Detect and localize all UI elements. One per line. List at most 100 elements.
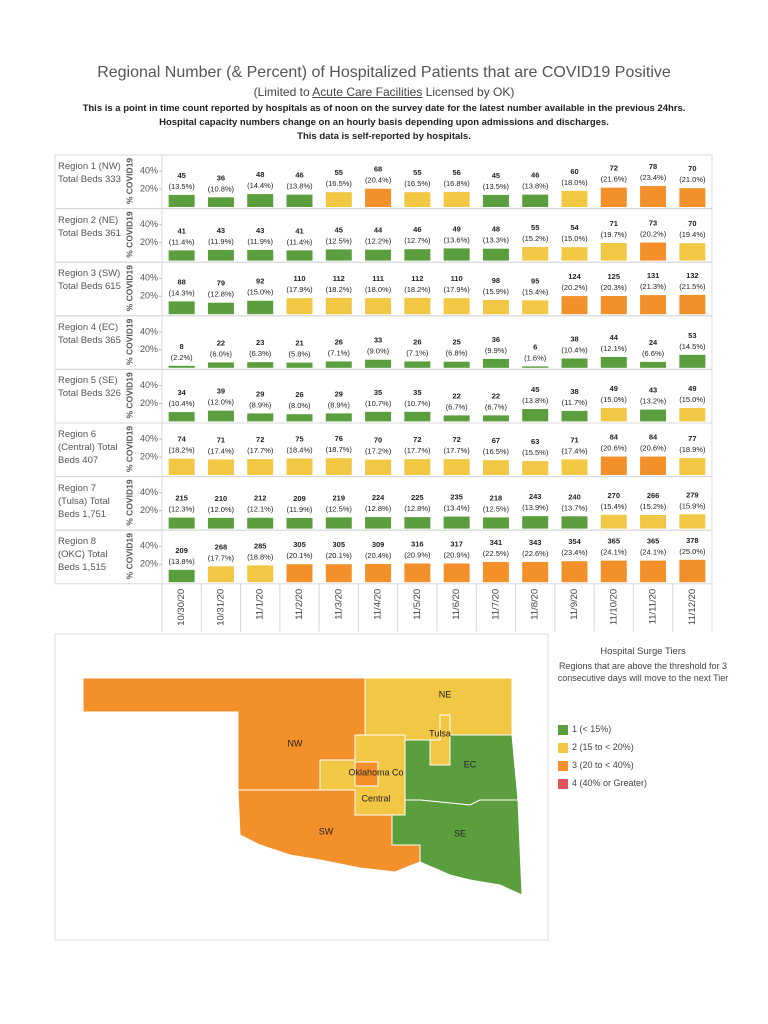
count-label: 309 [372,540,385,549]
x-tick-label: 11/7/20 [490,589,501,620]
value-label: (10.7%) [404,399,431,408]
bar [168,250,195,261]
value-label: (13.8%) [522,182,549,191]
count-label: 43 [217,226,225,235]
bar [365,459,392,475]
region-label: Region 3 (SW) Total Beds 615 [58,268,121,293]
value-label: (13.7%) [561,503,588,512]
region-nw [82,677,366,791]
y-tick-label: 20% [140,505,158,515]
count-label: 77 [688,434,696,443]
bar [561,190,588,207]
bar [365,298,392,315]
value-label: (20.1%) [286,551,313,560]
count-label: 45 [531,385,539,394]
value-label: (20.4%) [365,176,392,185]
value-label: (20.2%) [640,229,667,238]
bar [522,246,549,261]
value-label: (18.0%) [561,178,588,187]
value-label: (8.9%) [249,400,272,409]
value-label: (18.9%) [679,445,706,454]
y-tick-label: 20% [140,237,158,247]
value-label: (20.9%) [404,550,431,559]
bar [561,516,588,529]
value-label: (14.3%) [169,288,196,297]
count-label: 39 [217,387,225,396]
note: This is a point in time count reported b… [82,103,686,114]
value-label: (11.9%) [208,237,234,246]
value-label: (18.8%) [247,552,274,561]
count-label: 36 [217,173,225,182]
bar [561,561,588,583]
count-label: 305 [293,540,306,549]
count-label: 112 [411,274,423,283]
value-label: (24.1%) [640,548,667,557]
bar [640,361,667,368]
y-tick-label: 20% [140,291,158,301]
value-label: (15.9%) [679,501,706,510]
count-label: 55 [335,168,343,177]
count-label: 79 [217,279,225,288]
value-label: (18.7%) [326,445,353,454]
legend-swatch [558,725,568,735]
bar [679,188,706,207]
map-frame [54,633,549,941]
value-label: (16.8%) [444,179,471,188]
bar [247,459,274,475]
bar [325,413,352,422]
y-tick-label: 40% [140,166,158,176]
value-label: (16.5%) [483,447,510,456]
bar [207,410,234,422]
count-label: 46 [295,171,303,180]
count-label: 46 [531,171,539,180]
count-label: 225 [411,493,424,502]
y-tick-label: 20% [140,559,158,569]
count-label: 209 [175,546,188,555]
value-label: (23.4%) [561,548,588,557]
bar [443,459,470,475]
count-label: 212 [254,494,267,503]
value-label: (17.7%) [247,446,274,455]
value-label: (17.4%) [208,446,235,455]
count-label: 38 [570,334,578,343]
count-label: 38 [570,387,578,396]
count-label: 218 [490,493,503,502]
value-label: (20.6%) [601,444,628,453]
value-label: (11.9%) [287,505,313,514]
bar [600,242,627,261]
count-label: 74 [177,435,186,444]
bar [247,565,274,583]
count-label: 29 [335,389,343,398]
value-label: (7.1%) [406,348,429,357]
value-label: (22.5%) [483,549,510,558]
count-label: 6 [533,342,537,351]
count-label: 266 [647,491,660,500]
value-label: (13.4%) [444,504,471,513]
count-label: 8 [180,342,184,351]
count-label: 46 [413,225,421,234]
count-label: 41 [177,226,185,235]
value-label: (12.0%) [208,398,235,407]
count-label: 75 [295,434,303,443]
value-label: (18.4%) [286,445,313,454]
bar [600,187,627,207]
value-label: (12.7%) [404,236,431,245]
legend-item: 1 (< 15%) [558,724,728,738]
legend-label: 3 (20 to < 40%) [572,760,634,770]
count-label: 305 [333,540,346,549]
count-label: 48 [492,225,500,234]
legend-title: Hospital Surge Tiers [600,646,686,657]
bar [168,194,195,207]
legend-item: 3 (20 to < 40%) [558,760,728,774]
count-label: 112 [333,274,345,283]
count-label: 365 [608,537,621,546]
value-label: (9.0%) [367,347,390,356]
bar [365,411,392,422]
bar [207,517,234,529]
legend-item: 2 (15 to < 20%) [558,742,728,756]
bar [561,247,588,261]
value-label: (13.9%) [522,503,549,512]
value-label: (20.9%) [444,550,471,559]
y-tick-label: 40% [140,273,158,283]
value-label: (20.3%) [601,283,628,292]
